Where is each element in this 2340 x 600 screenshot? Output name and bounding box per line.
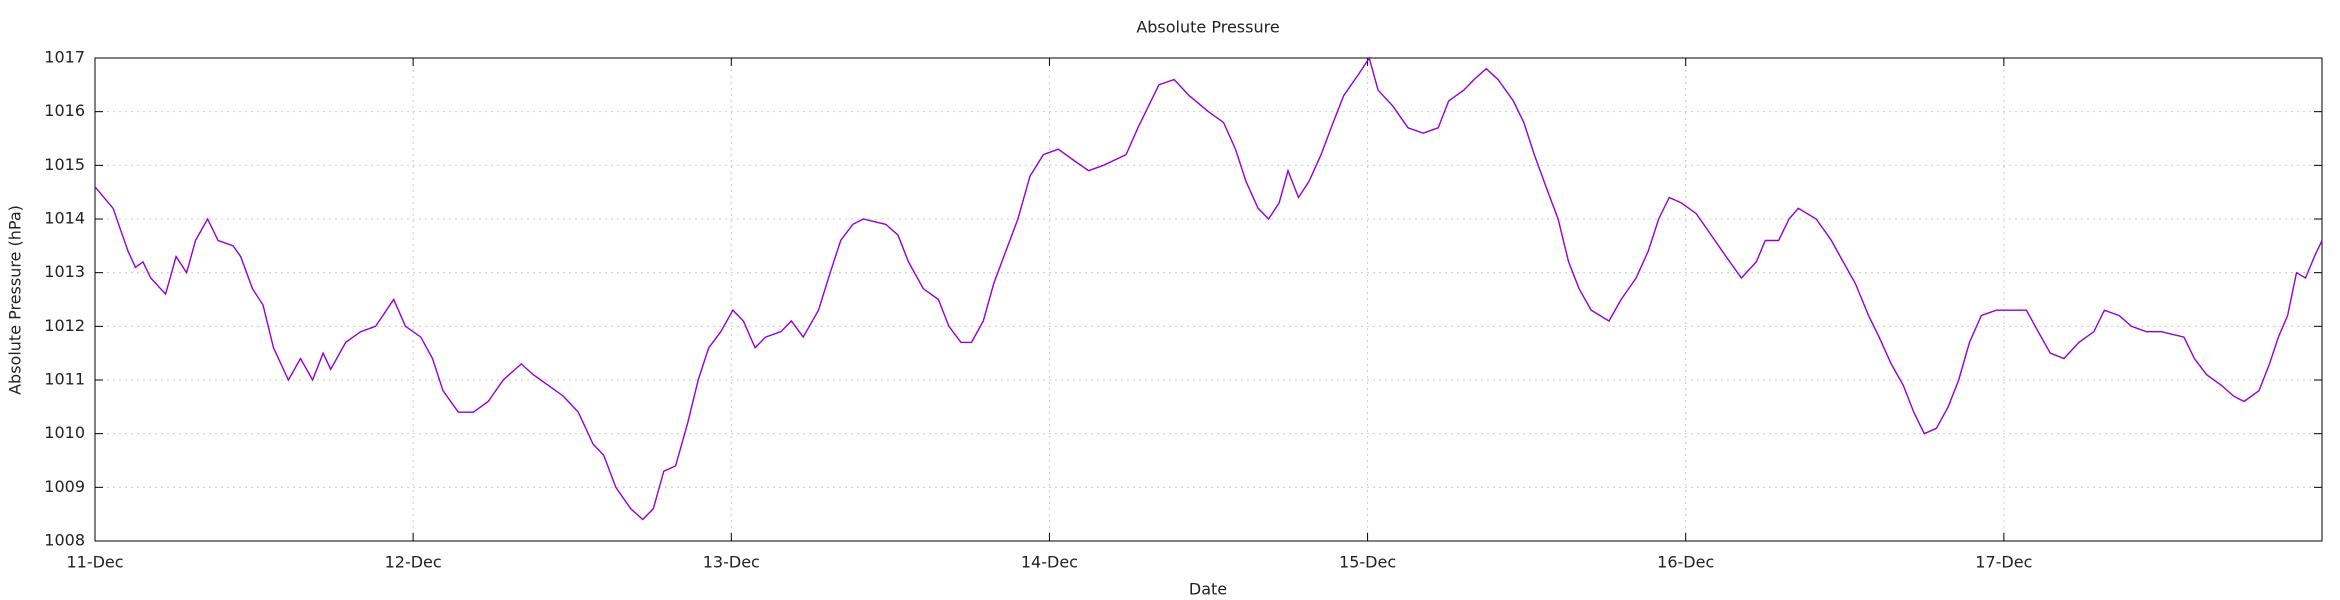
x-tick-label: 16-Dec	[1657, 553, 1714, 572]
x-tick-label: 13-Dec	[703, 553, 760, 572]
y-tick-label: 1011	[44, 370, 85, 389]
y-tick-label: 1009	[44, 477, 85, 496]
y-tick-label: 1013	[44, 262, 85, 281]
y-tick-label: 1014	[44, 209, 85, 228]
y-tick-label: 1016	[44, 101, 85, 120]
data-line	[94, 56, 2323, 521]
chart-title: Absolute Pressure	[1136, 18, 1279, 37]
x-axis-label: Date	[1189, 580, 1227, 599]
y-tick-label: 1017	[44, 48, 85, 67]
x-tick-label: 17-Dec	[1975, 553, 2032, 572]
y-axis-label: Absolute Pressure (hPa)	[6, 205, 25, 395]
x-tick-label: 14-Dec	[1021, 553, 1078, 572]
y-tick-label: 1015	[44, 155, 85, 174]
x-tick-label: 12-Dec	[385, 553, 442, 572]
plot-frame	[94, 57, 2323, 542]
y-tick-label: 1010	[44, 423, 85, 442]
x-tick-label: 11-Dec	[66, 553, 123, 572]
x-tick-label: 15-Dec	[1339, 553, 1396, 572]
y-tick-label: 1012	[44, 316, 85, 335]
y-tick-label: 1008	[44, 531, 85, 550]
